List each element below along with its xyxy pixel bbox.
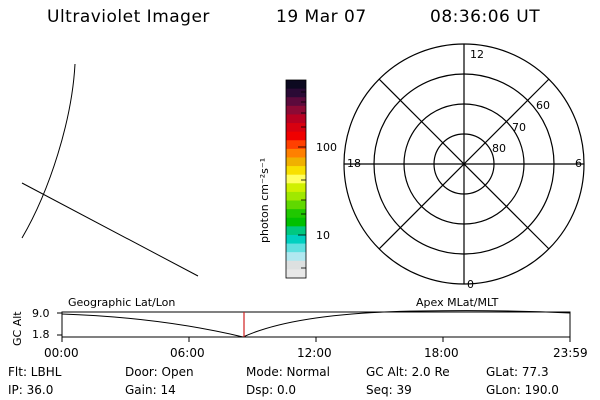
colorbar-cell	[286, 131, 306, 141]
timeline-frame	[61, 311, 571, 338]
timeline-tick-1200: 12:00	[297, 346, 332, 360]
colorbar-cell	[286, 183, 306, 193]
geographic-latitude-status: GLat: 77.3	[486, 365, 549, 379]
colorbar-cell	[286, 97, 306, 107]
polar-lat-label-80: 80	[492, 142, 506, 155]
orbit-altitude-curve	[61, 310, 571, 338]
geographic-grid	[21, 63, 199, 277]
polar-plot	[343, 43, 585, 285]
colorbar-cell	[286, 105, 306, 115]
colorbar-cell	[286, 88, 306, 98]
colorbar	[286, 80, 306, 279]
timeline-left-title: Geographic Lat/Lon	[68, 296, 176, 309]
polar-lat-label-70: 70	[512, 121, 526, 134]
timeline-y-min: 1.8	[32, 328, 50, 341]
timeline-tick-1800: 18:00	[424, 346, 459, 360]
colorbar-cell	[286, 157, 306, 167]
colorbar-cell	[286, 226, 306, 236]
colorbar-cell	[286, 252, 306, 262]
polar-lat-label-60: 60	[536, 99, 550, 112]
timeline-ticks	[61, 337, 571, 342]
colorbar-cell	[286, 243, 306, 253]
gain-status: Gain: 14	[125, 383, 176, 397]
colorbar-cell	[286, 209, 306, 219]
mode-status: Mode: Normal	[246, 365, 330, 379]
colorbar-ticks	[298, 91, 306, 269]
sequence-status: Seq: 39	[366, 383, 412, 397]
door-status: Door: Open	[125, 365, 194, 379]
gc-altitude-status: GC Alt: 2.0 Re	[366, 365, 450, 379]
dsp-status: Dsp: 0.0	[246, 383, 297, 397]
filter-status: Flt: LBHL	[8, 365, 62, 379]
colorbar-cell	[286, 148, 306, 158]
geographic-longitude-line	[21, 182, 199, 277]
ip-status: IP: 36.0	[8, 383, 54, 397]
timeline-plot	[57, 310, 571, 342]
polar-label-left: 18	[347, 157, 361, 170]
colorbar-cell	[286, 123, 306, 133]
colorbar-cell	[286, 114, 306, 124]
colorbar-cell	[286, 174, 306, 184]
colorbar-cell	[286, 269, 306, 279]
timeline-tick-0600: 06:00	[170, 346, 205, 360]
geographic-longitude-status: GLon: 190.0	[486, 383, 559, 397]
timeline-tick-2359: 23:59	[553, 346, 588, 360]
colorbar-cell	[286, 234, 306, 245]
colorbar-cell	[286, 260, 306, 270]
instrument-title: Ultraviolet Imager	[47, 7, 210, 27]
timeline-y-axis-label: GC Alt	[11, 311, 24, 346]
colorbar-cell	[286, 200, 306, 210]
colorbar-tick-label-10: 10	[316, 229, 330, 242]
colorbar-cell	[286, 166, 306, 176]
colorbar-cell	[286, 80, 306, 90]
polar-diagonal-2	[378, 78, 550, 250]
colorbar-cell	[286, 217, 306, 227]
timeline-right-title: Apex MLat/MLT	[416, 296, 499, 309]
observation-time: 08:36:06 UT	[430, 7, 541, 27]
colorbar-unit-label: photon cm⁻²s⁻¹	[258, 157, 271, 243]
timeline-tick-0000: 00:00	[44, 346, 79, 360]
geographic-latitude-arc	[21, 63, 76, 239]
polar-label-top: 12	[470, 48, 484, 61]
polar-label-bottom: 0	[467, 278, 474, 291]
colorbar-frame	[285, 79, 307, 279]
colorbar-cell	[286, 140, 306, 150]
colorbar-cell	[286, 191, 306, 202]
observation-date: 19 Mar 07	[276, 7, 367, 27]
colorbar-tick-label-100: 100	[316, 141, 337, 154]
polar-label-right: 6	[575, 157, 582, 170]
timeline-y-max: 9.0	[32, 307, 50, 320]
